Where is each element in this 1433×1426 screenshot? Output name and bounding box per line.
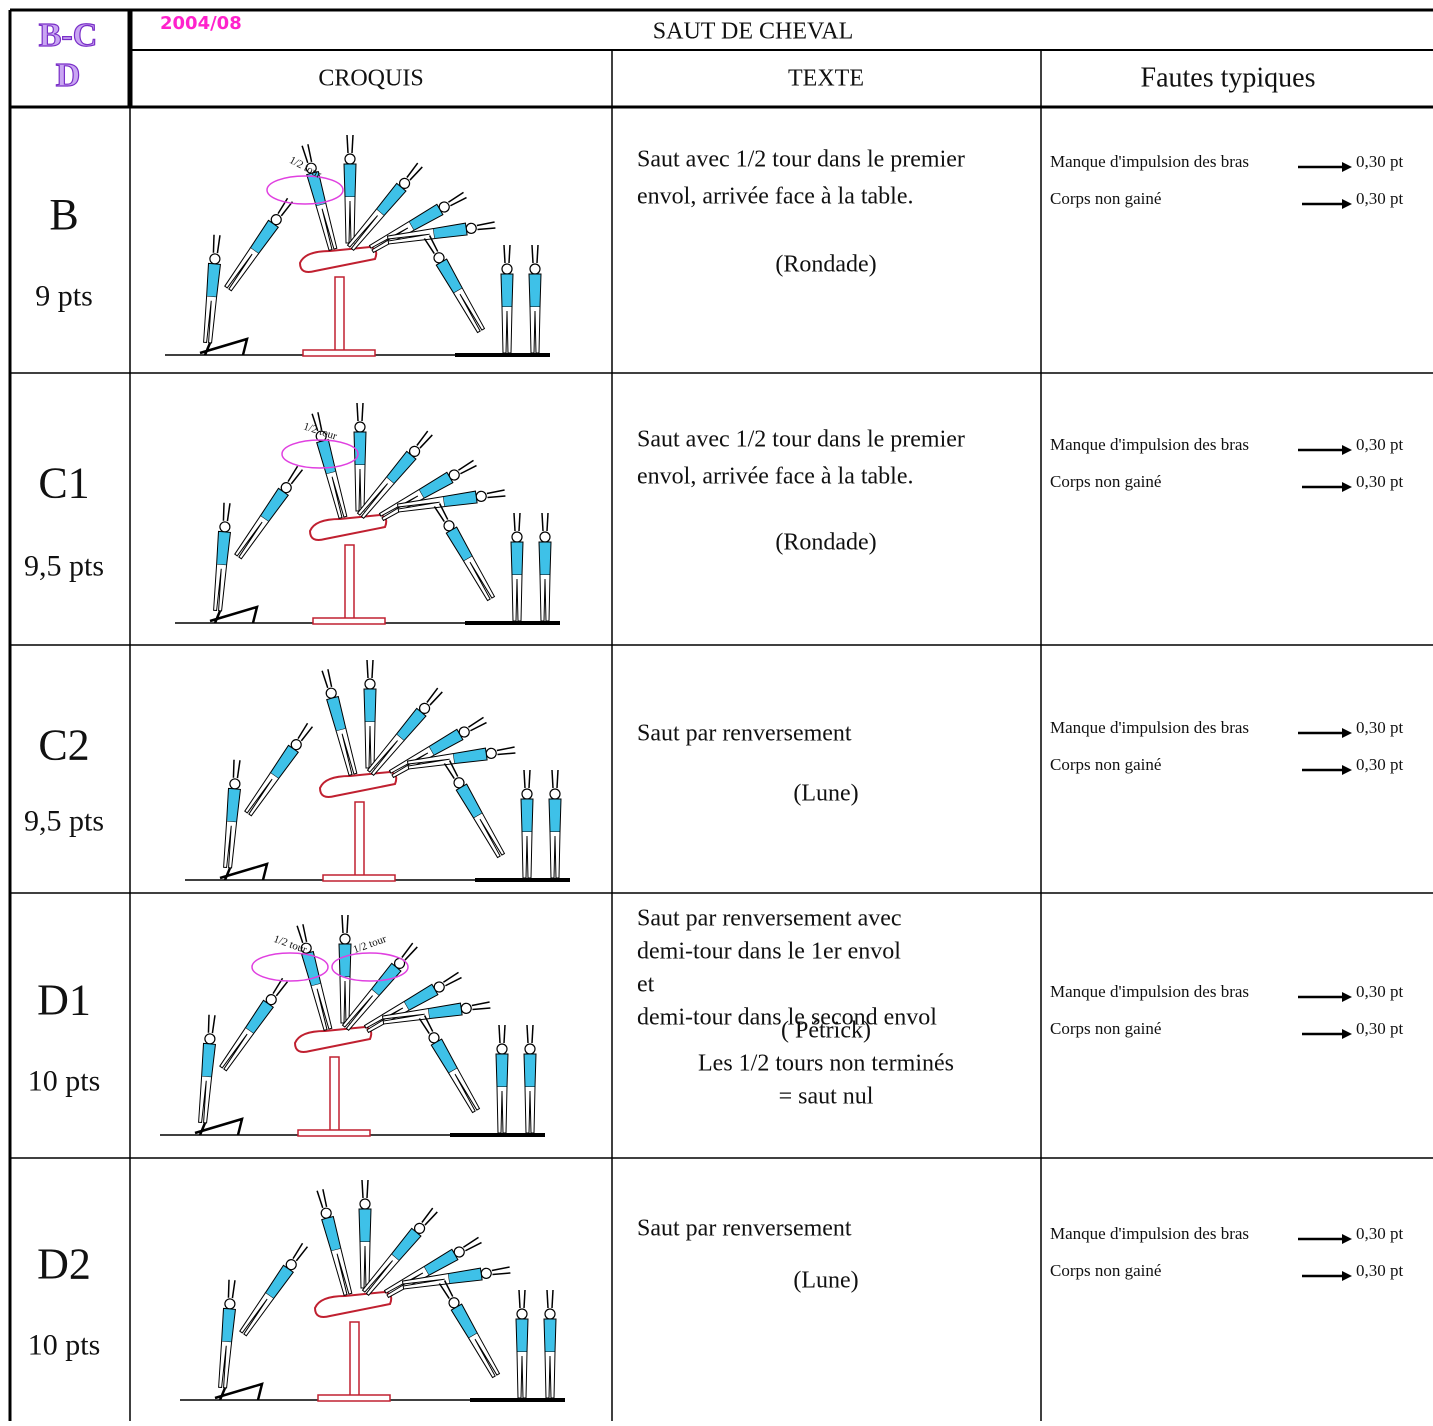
description-note: (Lune) — [793, 1268, 858, 1294]
table-grid — [10, 10, 1433, 1421]
description: Saut par renversement avec — [637, 906, 902, 932]
points: 9 pts — [35, 279, 93, 312]
column-header: TEXTE — [788, 66, 864, 92]
fault-value: 0,30 pt — [1356, 472, 1404, 491]
description-note: (Rondade) — [775, 530, 876, 556]
fault-value: 0,30 pt — [1356, 435, 1404, 454]
level: C1 — [38, 458, 89, 507]
fault-value: 0,30 pt — [1356, 718, 1404, 737]
level: D2 — [37, 1240, 91, 1289]
points: 9,5 pts — [24, 550, 104, 583]
fault-value: 0,30 pt — [1356, 1224, 1404, 1243]
fault-label: Manque d'impulsion des bras — [1050, 152, 1249, 171]
description-note: ( Pétrick) — [781, 1018, 871, 1044]
sheet: B-C D 2004/08 SAUT DE CHEVAL CROQUIS TEX… — [0, 0, 1433, 1421]
fault-label: Corps non gainé — [1050, 1019, 1161, 1038]
fault-arrow-head — [1342, 162, 1352, 172]
fault-value: 0,30 pt — [1356, 152, 1404, 171]
fault-label: Corps non gainé — [1050, 472, 1161, 491]
level-range: B-C — [39, 17, 98, 54]
fault-arrow-head — [1342, 445, 1352, 455]
sketch — [180, 1180, 565, 1401]
fault-label: Manque d'impulsion des bras — [1050, 718, 1249, 737]
fault-label: Corps non gainé — [1050, 189, 1161, 208]
points: 9,5 pts — [24, 804, 104, 837]
fault-arrow-head — [1342, 1029, 1352, 1039]
fault-label: Manque d'impulsion des bras — [1050, 982, 1249, 1001]
level: D1 — [37, 975, 91, 1024]
fault-label: Corps non gainé — [1050, 755, 1161, 774]
sketch — [165, 135, 550, 356]
fault-value: 0,30 pt — [1356, 982, 1404, 1001]
level-range: D — [56, 57, 81, 94]
description: envol, arrivée face à la table. — [637, 464, 914, 490]
description: Saut avec 1/2 tour dans le premier — [637, 427, 965, 453]
date: 2004/08 — [160, 13, 242, 34]
fault-label: Corps non gainé — [1050, 1261, 1161, 1280]
fault-arrow-head — [1342, 992, 1352, 1002]
fault-value: 0,30 pt — [1356, 1261, 1404, 1280]
fault-label: Manque d'impulsion des bras — [1050, 1224, 1249, 1243]
description: Saut par renversement — [637, 1216, 852, 1242]
description-note: Les 1/2 tours non terminés — [698, 1051, 954, 1077]
column-header: CROQUIS — [318, 66, 423, 92]
fault-value: 0,30 pt — [1356, 189, 1404, 208]
fault-value: 0,30 pt — [1356, 755, 1404, 774]
description-note: (Rondade) — [775, 252, 876, 278]
fault-arrow-head — [1342, 728, 1352, 738]
description-note: (Lune) — [793, 781, 858, 807]
column-header: Fautes typiques — [1141, 62, 1316, 93]
fault-arrow-head — [1342, 1234, 1352, 1244]
title: SAUT DE CHEVAL — [653, 19, 853, 45]
fault-arrow-head — [1342, 482, 1352, 492]
description-note: = saut nul — [779, 1084, 874, 1110]
description: Saut par renversement — [637, 721, 852, 747]
fault-arrow-head — [1342, 765, 1352, 775]
description: Saut avec 1/2 tour dans le premier — [637, 147, 965, 173]
description: envol, arrivée face à la table. — [637, 184, 914, 210]
fault-value: 0,30 pt — [1356, 1019, 1404, 1038]
level: B — [49, 190, 78, 239]
sketch — [185, 660, 570, 881]
sketch — [175, 403, 560, 624]
fault-arrow-head — [1342, 199, 1352, 209]
page: B-C D 2004/08 SAUT DE CHEVAL CROQUIS TEX… — [0, 0, 1433, 1421]
description: demi-tour dans le 1er envol — [637, 939, 901, 965]
rotation-arrow — [267, 176, 343, 204]
fault-arrow-head — [1342, 1271, 1352, 1281]
points: 10 pts — [28, 1065, 101, 1098]
description: et — [637, 972, 655, 998]
points: 10 pts — [28, 1328, 101, 1361]
level: C2 — [38, 720, 89, 769]
fault-label: Manque d'impulsion des bras — [1050, 435, 1249, 454]
